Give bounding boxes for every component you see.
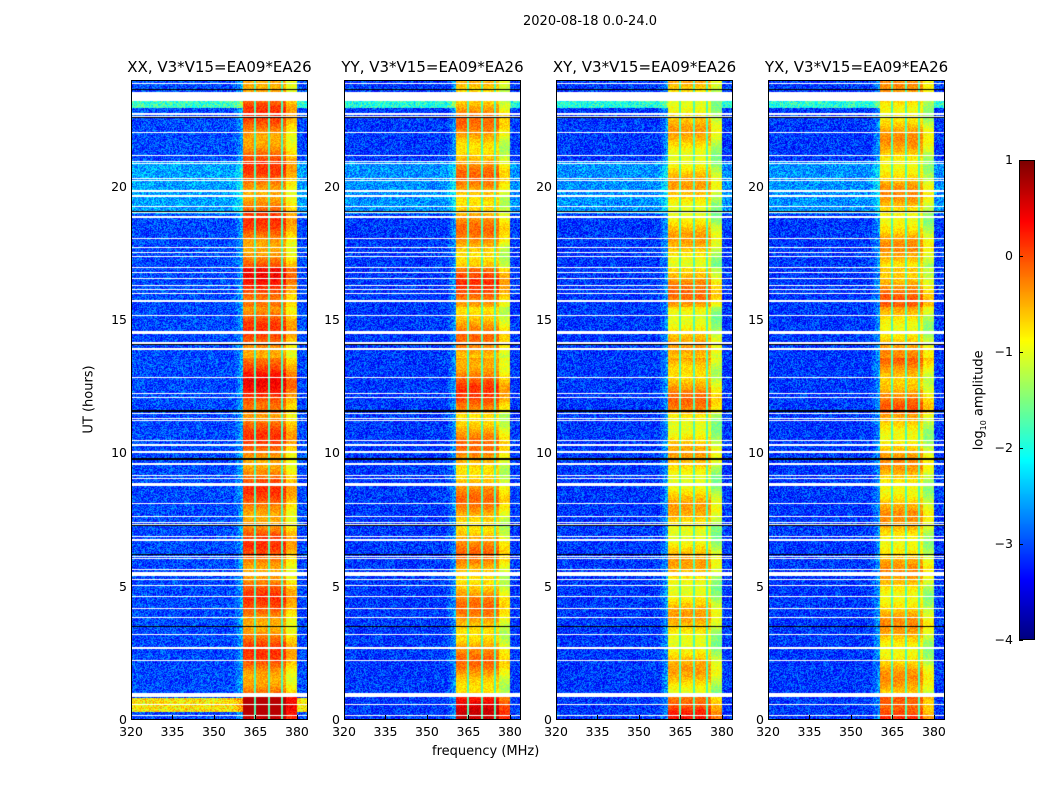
colorbar-tick-label: −1 [994, 344, 1013, 359]
colorbar-tick-mark [1019, 352, 1023, 353]
colorbar-tick-mark [1019, 448, 1023, 449]
colorbar-tick-label: −2 [994, 440, 1013, 455]
colorbar-tick-mark [1019, 160, 1023, 161]
waterfall-panel [131, 80, 308, 720]
y-tick-label: 20 [111, 178, 127, 194]
x-tick-label: 335 [585, 724, 610, 739]
y-tick-label: 10 [324, 445, 340, 461]
x-tick-label: 335 [373, 724, 398, 739]
y-tick-label: 0 [756, 712, 764, 727]
y-tick-label: 5 [756, 578, 764, 594]
colorbar-tick-label: −4 [994, 632, 1013, 647]
x-tick-label: 350 [627, 724, 651, 739]
x-tick-mark [850, 715, 852, 720]
x-tick-mark [638, 715, 640, 720]
colorbar-tick-label: 0 [1005, 248, 1013, 263]
x-tick-mark [721, 715, 723, 720]
x-tick-label: 335 [797, 724, 822, 739]
x-tick-mark [131, 715, 132, 720]
x-tick-label: 380 [710, 724, 734, 739]
x-tick-label: 380 [285, 724, 309, 739]
x-tick-mark [892, 715, 894, 720]
y-tick-label: 20 [748, 178, 764, 194]
panel-title: XY, V3*V15=EA09*EA26 [552, 58, 737, 76]
y-tick-label: 10 [111, 445, 127, 461]
waterfall-image [769, 81, 944, 719]
panel-title: YX, V3*V15=EA09*EA26 [764, 58, 949, 76]
x-tick-mark [213, 715, 215, 720]
waterfall-image [345, 81, 520, 719]
x-tick-mark [933, 715, 935, 720]
x-tick-label: 380 [498, 724, 522, 739]
x-tick-mark [296, 715, 298, 720]
panel-title: YY, V3*V15=EA09*EA26 [341, 58, 524, 76]
waterfall-panel [768, 80, 945, 720]
y-tick-label: 10 [536, 445, 552, 461]
figure-title: 2020-08-18 0.0-24.0 [523, 14, 657, 29]
y-tick-label: 15 [536, 312, 552, 327]
x-tick-label: 365 [243, 724, 268, 739]
colorbar-tick-label: −3 [994, 536, 1013, 551]
y-tick-label: 20 [324, 178, 340, 194]
y-tick-label: 5 [332, 578, 340, 594]
x-tick-mark [344, 715, 345, 720]
colorbar-tick-label: 1 [1005, 152, 1013, 167]
x-tick-mark [809, 715, 811, 720]
x-tick-label: 350 [415, 724, 439, 739]
x-tick-mark [597, 715, 599, 720]
y-tick-label: 20 [536, 178, 552, 194]
x-tick-mark [556, 715, 557, 720]
x-tick-mark [255, 715, 257, 720]
x-tick-mark [172, 715, 174, 720]
colorbar-label: log10 amplitude [971, 350, 989, 451]
x-tick-label: 380 [922, 724, 946, 739]
x-tick-label: 350 [202, 724, 226, 739]
y-tick-label: 0 [332, 712, 340, 727]
colorbar-tick-mark [1019, 640, 1023, 641]
y-tick-label: 0 [119, 712, 127, 727]
colorbar-gradient [1020, 161, 1034, 639]
y-tick-label: 15 [748, 312, 764, 327]
x-tick-mark [680, 715, 682, 720]
x-tick-label: 365 [456, 724, 481, 739]
panel-title: XX, V3*V15=EA09*EA26 [127, 58, 312, 76]
y-tick-label: 15 [324, 312, 340, 327]
waterfall-image [132, 81, 307, 719]
x-tick-label: 335 [160, 724, 185, 739]
colorbar-tick-mark [1019, 256, 1023, 257]
x-tick-mark [768, 715, 769, 720]
y-tick-label: 15 [111, 312, 127, 327]
waterfall-panel [556, 80, 733, 720]
y-tick-label: 10 [748, 445, 764, 461]
x-tick-label: 365 [668, 724, 693, 739]
x-tick-label: 320 [544, 724, 568, 739]
x-tick-label: 320 [119, 724, 143, 739]
y-tick-label: 5 [544, 578, 552, 594]
colorbar [1019, 160, 1035, 640]
x-tick-mark [385, 715, 387, 720]
x-tick-label: 365 [880, 724, 905, 739]
x-tick-label: 350 [839, 724, 863, 739]
x-tick-mark [468, 715, 470, 720]
x-axis-label: frequency (MHz) [432, 744, 540, 759]
y-tick-label: 5 [119, 578, 127, 594]
colorbar-tick-mark [1019, 544, 1023, 545]
waterfall-image [557, 81, 732, 719]
waterfall-panel [344, 80, 521, 720]
x-tick-label: 320 [756, 724, 780, 739]
y-axis-label: UT (hours) [81, 365, 97, 434]
x-tick-mark [509, 715, 511, 720]
x-tick-mark [426, 715, 428, 720]
y-tick-label: 0 [544, 712, 552, 727]
x-tick-label: 320 [332, 724, 356, 739]
